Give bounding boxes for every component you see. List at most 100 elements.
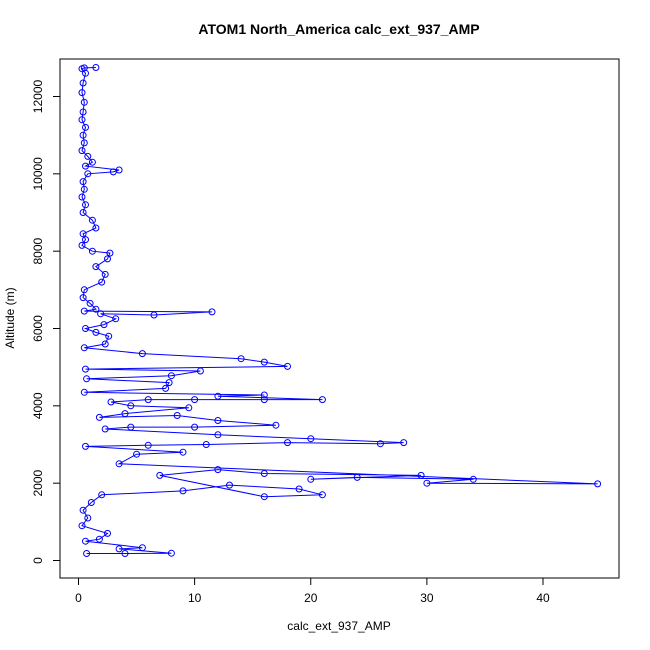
data-point-10 xyxy=(79,131,87,139)
data-point-6 xyxy=(80,98,88,106)
data-point-96 xyxy=(214,466,222,474)
data-point-105 xyxy=(79,506,87,514)
data-point-3 xyxy=(82,69,89,77)
data-point-112 xyxy=(115,545,123,553)
data-point-17 xyxy=(109,168,117,176)
x-tick-label-30: 30 xyxy=(420,591,434,605)
data-point-61 xyxy=(260,391,268,399)
data-point-113 xyxy=(167,549,175,557)
data-point-33 xyxy=(101,270,109,278)
x-tick-label-20: 20 xyxy=(304,591,318,605)
data-point-54 xyxy=(82,365,89,373)
data-point-23 xyxy=(79,209,87,216)
data-point-40 xyxy=(208,308,216,316)
data-point-29 xyxy=(88,247,96,255)
y-tick-label-6000: 6000 xyxy=(31,315,45,342)
data-point-9 xyxy=(82,123,89,131)
data-point-47 xyxy=(105,332,113,340)
data-point-76 xyxy=(127,423,135,431)
data-point-45 xyxy=(82,325,89,332)
data-point-30 xyxy=(106,249,114,257)
y-tick-label-12000: 12000 xyxy=(31,79,45,113)
data-point-89 xyxy=(594,480,602,488)
data-point-90 xyxy=(423,479,431,487)
data-point-92 xyxy=(353,473,361,481)
data-point-80 xyxy=(400,439,408,447)
data-point-13 xyxy=(84,152,92,160)
data-point-111 xyxy=(138,544,146,552)
data-point-14 xyxy=(88,158,96,166)
chart-title: ATOM1 North_America calc_ext_937_AMP xyxy=(198,21,479,37)
data-point-79 xyxy=(307,435,315,443)
data-point-35 xyxy=(80,286,88,294)
data-point-74 xyxy=(272,421,280,429)
y-tick-label-0: 0 xyxy=(31,557,45,564)
data-point-56 xyxy=(167,372,175,380)
data-point-87 xyxy=(133,450,141,458)
data-point-19 xyxy=(79,178,87,186)
data-point-64 xyxy=(260,396,268,404)
x-axis-label: calc_ext_937_AMP xyxy=(287,619,390,633)
data-point-65 xyxy=(191,396,199,404)
x-tick-label-0: 0 xyxy=(75,591,82,605)
y-tick-label-4000: 4000 xyxy=(31,392,45,419)
data-point-5 xyxy=(78,89,86,97)
data-point-81 xyxy=(376,440,384,448)
series-line xyxy=(81,67,598,554)
data-point-91 xyxy=(469,475,477,483)
data-point-106 xyxy=(84,514,92,522)
x-axis: 0 10 20 30 40 xyxy=(75,577,550,605)
data-point-107 xyxy=(78,522,86,530)
data-point-98 xyxy=(260,493,268,501)
data-point-39 xyxy=(80,307,88,315)
data-point-2 xyxy=(78,65,86,73)
data-point-8 xyxy=(78,116,86,124)
data-point-99 xyxy=(318,491,326,499)
data-point-108 xyxy=(104,529,111,537)
data-point-69 xyxy=(185,404,193,412)
data-point-46 xyxy=(92,328,100,336)
data-point-70 xyxy=(121,410,129,418)
data-point-0 xyxy=(92,64,100,71)
data-point-88 xyxy=(115,460,123,468)
data-point-31 xyxy=(104,255,111,263)
data-point-82 xyxy=(284,439,291,447)
data-point-18 xyxy=(84,170,92,178)
data-point-109 xyxy=(95,535,103,543)
data-point-42 xyxy=(97,310,105,318)
data-point-51 xyxy=(237,355,245,363)
data-point-75 xyxy=(191,423,199,431)
data-point-26 xyxy=(79,230,87,238)
data-point-15 xyxy=(82,162,89,170)
data-point-27 xyxy=(82,236,89,244)
data-point-58 xyxy=(165,379,173,387)
data-point-20 xyxy=(80,185,88,193)
data-point-53 xyxy=(284,362,291,370)
data-point-67 xyxy=(107,398,115,406)
data-point-62 xyxy=(214,392,222,400)
data-point-101 xyxy=(226,481,233,489)
data-point-32 xyxy=(92,263,100,271)
data-point-59 xyxy=(162,384,170,392)
y-axis: 0 2000 4000 6000 8000 10000 12000 xyxy=(31,79,61,564)
data-point-41 xyxy=(150,311,158,319)
data-point-97 xyxy=(156,471,164,479)
series-group xyxy=(78,64,602,557)
data-point-48 xyxy=(101,340,109,348)
data-point-55 xyxy=(196,367,204,375)
data-point-100 xyxy=(295,485,303,493)
data-point-25 xyxy=(92,224,100,232)
data-point-102 xyxy=(179,487,187,495)
data-point-37 xyxy=(86,299,94,307)
y-tick-label-2000: 2000 xyxy=(31,469,45,496)
data-point-103 xyxy=(98,491,106,499)
data-point-49 xyxy=(80,344,88,352)
data-point-77 xyxy=(101,425,109,433)
data-point-94 xyxy=(417,471,425,479)
data-point-83 xyxy=(202,441,210,448)
data-point-24 xyxy=(88,216,96,224)
data-point-93 xyxy=(307,475,315,483)
data-point-4 xyxy=(79,79,87,87)
data-point-43 xyxy=(112,315,120,323)
